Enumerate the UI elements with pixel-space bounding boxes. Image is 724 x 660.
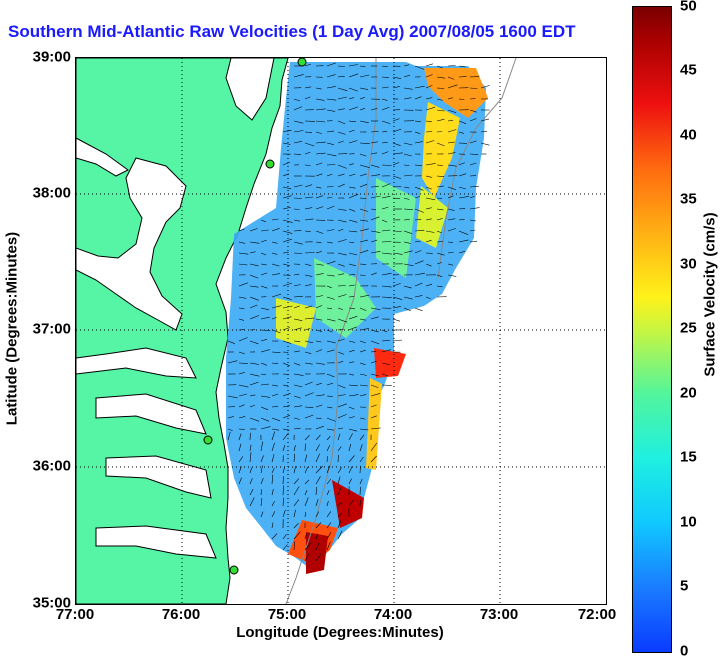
x-tick: 74:00 (374, 606, 412, 623)
map-title: Southern Mid-Atlantic Raw Velocities (1 … (8, 22, 603, 42)
colorbar-tick: 5 (680, 578, 688, 595)
velocity-arrow (448, 66, 456, 67)
velocity-arrow (415, 308, 422, 311)
colorbar-label: Surface Velocity (cm/s) (702, 175, 719, 415)
x-tick: 72:00 (578, 606, 616, 623)
colorbar-tick: 30 (680, 256, 697, 273)
x-tick: 75:00 (268, 606, 306, 623)
colorbar (632, 6, 672, 653)
x-tick: 77:00 (56, 606, 94, 623)
y-tick: 37:00 (33, 321, 71, 338)
site-marker (230, 566, 238, 574)
y-tick: 36:00 (33, 458, 71, 475)
colorbar-tick: 0 (680, 643, 688, 660)
velocity-arrow (393, 340, 402, 341)
x-tick: 76:00 (162, 606, 200, 623)
colorbar-tick: 40 (680, 127, 697, 144)
y-axis-label: Latitude (Degrees:Minutes) (4, 209, 21, 449)
x-tick: 73:00 (480, 606, 518, 623)
velocity-hotspot-e (374, 348, 406, 378)
colorbar-tick: 45 (680, 62, 697, 79)
colorbar-tick: 25 (680, 320, 697, 337)
y-tick: 38:00 (33, 185, 71, 202)
colorbar-tick: 10 (680, 514, 697, 531)
x-axis-label: Longitude (Degrees:Minutes) (0, 624, 680, 641)
velocity-arrow (393, 319, 400, 321)
colorbar-tick: 50 (680, 0, 697, 15)
velocity-arrow (426, 64, 433, 66)
site-marker (266, 160, 274, 168)
colorbar-tick: 15 (680, 449, 697, 466)
y-tick: 39:00 (33, 49, 71, 66)
colorbar-tick: 35 (680, 191, 697, 208)
velocity-map (75, 57, 607, 605)
site-marker (298, 58, 306, 66)
colorbar-tick: 20 (680, 385, 697, 402)
site-marker (204, 436, 212, 444)
